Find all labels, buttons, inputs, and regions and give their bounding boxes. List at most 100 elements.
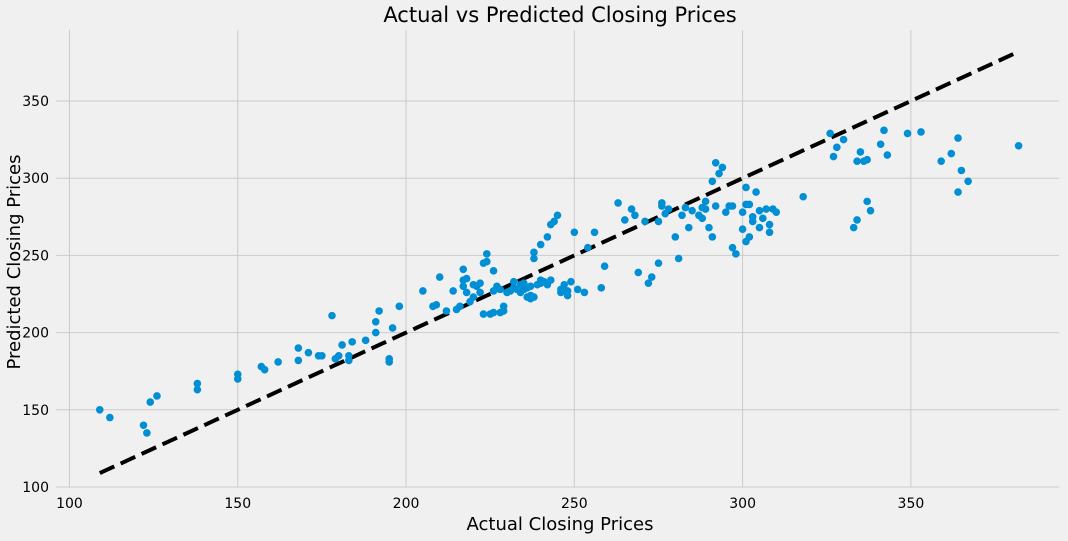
- data-point-59: [489, 267, 498, 275]
- data-point-54: [483, 250, 491, 258]
- data-point-151: [748, 213, 757, 221]
- data-point-117: [658, 202, 666, 210]
- data-point-23: [345, 351, 353, 360]
- data-point-21: [338, 341, 346, 349]
- data-point-57: [489, 308, 498, 317]
- data-point-38: [449, 287, 457, 295]
- data-point-28: [375, 307, 383, 315]
- data-point-102: [583, 243, 592, 252]
- data-point-5: [153, 392, 161, 400]
- data-point-100: [573, 285, 582, 294]
- data-point-11: [260, 365, 269, 374]
- data-point-47: [469, 293, 478, 301]
- data-point-92: [553, 211, 562, 220]
- data-point-81: [530, 293, 538, 301]
- data-point-113: [647, 273, 656, 281]
- x-tick-label-200: 200: [393, 496, 420, 512]
- data-point-94: [557, 288, 565, 297]
- data-point-137: [718, 163, 727, 172]
- data-point-32: [395, 302, 404, 311]
- data-point-173: [866, 206, 875, 215]
- reference-line-layer: [98, 49, 1020, 475]
- x-tick-label-150: 150: [224, 496, 251, 512]
- y-tick-label-150: 150: [22, 403, 49, 419]
- data-point-157: [765, 228, 774, 237]
- data-point-51: [476, 279, 484, 288]
- data-point-84: [536, 240, 545, 249]
- data-point-182: [954, 134, 962, 142]
- data-point-165: [839, 135, 848, 144]
- data-point-9: [233, 370, 242, 379]
- data-point-62: [496, 285, 505, 294]
- data-point-183: [957, 166, 966, 175]
- data-point-140: [728, 202, 737, 210]
- data-point-79: [530, 254, 538, 263]
- data-point-141: [728, 243, 737, 252]
- data-point-44: [462, 274, 471, 283]
- data-point-98: [567, 277, 575, 286]
- data-point-130: [701, 205, 710, 213]
- data-point-1: [106, 413, 114, 422]
- data-point-110: [634, 268, 643, 277]
- x-tick-label-350: 350: [898, 496, 925, 512]
- data-point-40: [456, 302, 464, 311]
- data-point-131: [705, 223, 713, 232]
- data-point-119: [664, 205, 673, 213]
- data-point-2: [139, 421, 148, 430]
- data-point-17: [318, 351, 326, 360]
- data-point-180: [947, 149, 956, 158]
- data-point-80: [530, 248, 538, 257]
- data-point-166: [849, 223, 858, 232]
- data-point-112: [644, 279, 653, 288]
- data-point-33: [419, 287, 427, 295]
- data-point-109: [631, 211, 639, 220]
- data-point-142: [732, 250, 740, 258]
- data-point-101: [580, 288, 589, 297]
- data-point-64: [499, 307, 508, 315]
- data-point-15: [304, 348, 313, 357]
- data-point-145: [742, 183, 750, 192]
- data-point-0: [95, 406, 104, 414]
- data-point-158: [765, 220, 774, 229]
- x-tick-label-100: 100: [56, 496, 83, 512]
- data-point-122: [678, 211, 686, 220]
- data-point-169: [856, 148, 865, 156]
- data-point-167: [853, 157, 861, 166]
- data-point-175: [880, 126, 888, 135]
- data-point-26: [371, 328, 380, 337]
- data-point-161: [799, 192, 808, 201]
- data-point-106: [614, 199, 622, 207]
- data-point-95: [560, 280, 569, 289]
- data-point-185: [1014, 141, 1023, 150]
- data-point-155: [759, 214, 767, 223]
- data-point-13: [294, 356, 303, 365]
- data-point-104: [597, 284, 606, 292]
- data-point-132: [708, 233, 717, 241]
- grid: [56, 30, 1059, 488]
- data-point-138: [721, 208, 730, 216]
- data-point-148: [745, 233, 754, 241]
- data-point-171: [863, 155, 871, 164]
- data-point-99: [570, 228, 579, 237]
- data-point-129: [701, 197, 710, 206]
- x-axis-ticks: 100 150 200 250 300 350: [56, 496, 924, 512]
- y-axis-ticks: 100 150 200 250 300 350: [22, 94, 49, 496]
- data-point-68: [509, 277, 518, 286]
- data-point-143: [738, 225, 747, 233]
- data-point-30: [385, 355, 394, 363]
- data-point-120: [671, 233, 680, 241]
- data-point-14: [294, 344, 303, 352]
- data-point-103: [590, 228, 599, 237]
- data-point-164: [833, 143, 841, 152]
- data-points: [95, 126, 1023, 437]
- data-point-78: [526, 282, 535, 291]
- data-point-135: [711, 158, 720, 167]
- y-tick-label-100: 100: [22, 480, 49, 496]
- data-point-55: [483, 257, 491, 266]
- data-point-176: [883, 151, 892, 159]
- data-point-114: [654, 259, 663, 267]
- data-point-91: [550, 217, 558, 226]
- data-point-163: [829, 152, 838, 161]
- data-point-178: [917, 128, 925, 136]
